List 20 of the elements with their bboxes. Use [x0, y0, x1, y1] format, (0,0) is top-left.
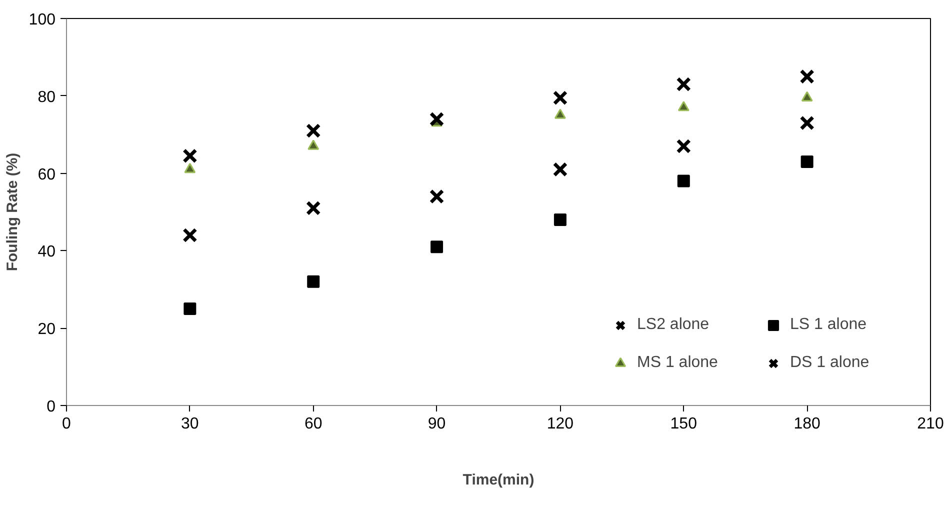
y-tick-label: 100 — [28, 12, 56, 28]
x-tick-label: 30 — [181, 416, 199, 432]
y-axis-title: Fouling Rate (%) — [4, 152, 21, 272]
x-tick-label: 0 — [62, 416, 72, 432]
y-tick-label: 40 — [38, 244, 56, 261]
y-tick-label: 0 — [46, 398, 56, 416]
x-tick-label: 150 — [670, 416, 698, 432]
legend-label: LS 1 alone — [790, 316, 868, 334]
legend-label: MS 1 alone — [637, 354, 719, 372]
x-axis-title: Time(min) — [462, 472, 534, 488]
x-tick-label: 180 — [794, 416, 821, 432]
x-tick-label: 90 — [428, 416, 446, 432]
x-tick-label: 60 — [304, 416, 322, 432]
x-tick-label: 120 — [546, 416, 574, 432]
y-tick-label: 80 — [38, 88, 56, 106]
legend-label: DS 1 alone — [790, 354, 870, 372]
y-tick-label: 20 — [38, 321, 56, 338]
y-tick-label: 60 — [38, 166, 56, 184]
legend-label: LS2 alone — [637, 316, 710, 334]
x-tick-label: 210 — [917, 416, 944, 432]
